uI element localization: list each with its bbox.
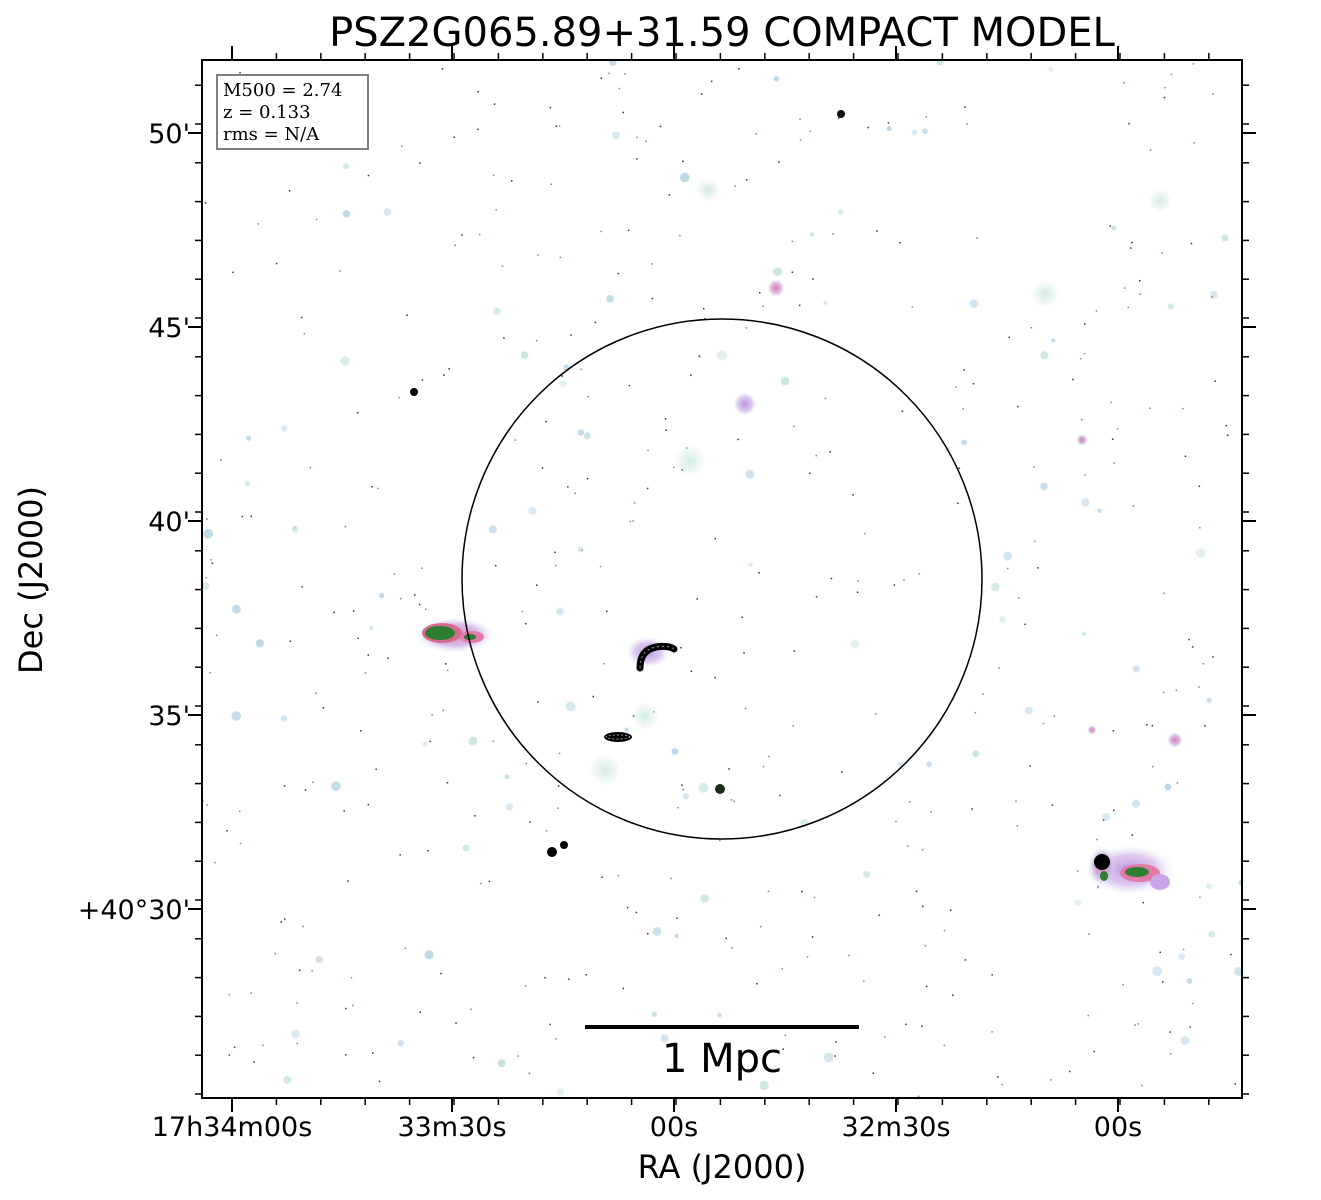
y-tick-label: 35' [148, 701, 190, 732]
x-axis-label: RA (J2000) [638, 1148, 807, 1186]
y-axis-label: Dec (J2000) [12, 486, 50, 674]
central-arc-source [626, 636, 678, 672]
x-tick-label: 00s [650, 1112, 698, 1143]
scale-bar-label: 1 Mpc [662, 1036, 782, 1082]
info-box: M500 = 2.74 z = 0.133 rms = N/A [216, 74, 369, 150]
x-tick-label: 00s [1094, 1112, 1142, 1143]
compact-source [715, 784, 725, 794]
faint-sources [202, 60, 1242, 1096]
extended-source-right [1085, 845, 1175, 895]
y-tick-label: 40' [148, 507, 190, 538]
y-tick-label: 45' [148, 313, 190, 344]
extended-source-left [415, 617, 495, 653]
axis-ticks [188, 46, 1256, 1112]
x-tick-label: 32m30s [841, 1112, 950, 1143]
y-tick-label: 50' [148, 119, 190, 150]
compact-pair [547, 841, 568, 857]
x-tick-labels: 17h34m00s 33m30s 00s 32m30s 00s [152, 1112, 1143, 1143]
r500-circle [461, 318, 983, 840]
plot-title: PSZ2G065.89+31.59 COMPACT MODEL [329, 10, 1115, 56]
redshift-label: z = 0.133 [223, 102, 311, 123]
compact-source [837, 110, 845, 118]
y-tick-labels: 50' 45' 40' 35' +40°30' [78, 119, 190, 926]
double-source-south [604, 732, 632, 742]
image-panel [202, 60, 1242, 1098]
mass-label: M500 = 2.74 [223, 80, 342, 101]
y-tick-label: +40°30' [78, 895, 190, 926]
x-tick-label: 17h34m00s [152, 1112, 313, 1143]
compact-source [410, 388, 418, 396]
background-noise [202, 63, 1237, 1097]
rms-label: rms = N/A [223, 124, 320, 145]
plot-frame [201, 59, 1243, 1099]
x-tick-label: 33m30s [397, 1112, 506, 1143]
